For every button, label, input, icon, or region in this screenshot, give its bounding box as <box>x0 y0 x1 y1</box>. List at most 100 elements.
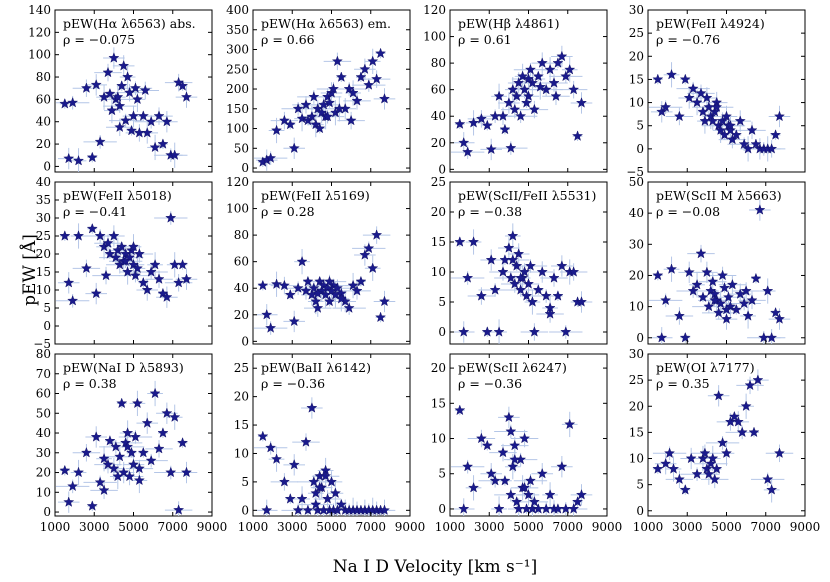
data-point <box>750 272 762 284</box>
data-point <box>499 123 511 135</box>
data-point <box>110 251 122 263</box>
data-point <box>726 279 738 290</box>
y-tick-label: 350 <box>226 23 249 37</box>
data-point <box>63 496 75 507</box>
y-tick-label: 0 <box>636 331 644 345</box>
data-point <box>116 241 128 252</box>
data-point <box>157 138 169 149</box>
data-point <box>481 439 493 451</box>
y-tick-label: 10 <box>629 452 644 466</box>
y-tick-label: 120 <box>28 25 51 39</box>
y-tick-label: 100 <box>423 30 446 44</box>
data-point <box>114 100 126 111</box>
y-axis-label: pEW [Å] <box>19 234 40 306</box>
data-point <box>169 149 181 160</box>
data-point <box>519 266 531 277</box>
y-tick-label: 0 <box>43 319 51 333</box>
data-point <box>703 300 715 312</box>
x-axis-label: Na I D Velocity [km s⁻¹] <box>333 557 537 577</box>
data-point <box>717 115 729 126</box>
y-tick-label: 400 <box>226 3 249 17</box>
data-point <box>695 247 707 259</box>
data-point <box>292 103 304 114</box>
data-point <box>114 450 126 462</box>
data-point <box>110 441 122 452</box>
data-point <box>302 275 314 287</box>
data-point <box>306 402 318 413</box>
data-point <box>177 80 189 91</box>
panel-frame <box>647 353 806 517</box>
data-point <box>766 484 778 495</box>
data-point <box>511 260 523 271</box>
data-point <box>378 504 390 515</box>
data-point <box>701 463 713 474</box>
y-tick-label: 10 <box>431 265 446 279</box>
data-point <box>292 504 304 515</box>
data-point <box>308 91 320 102</box>
data-point <box>773 447 785 458</box>
panel-title: pEW(ScII λ6247) <box>458 360 567 375</box>
panel: 0 5 10 15 20 25 30 1000 3000 5000 7000 9000 pEW(OI λ… <box>629 347 821 534</box>
x-tick-label: 7000 <box>157 520 188 534</box>
data-point <box>265 152 277 163</box>
data-point <box>278 114 290 126</box>
data-point <box>687 285 699 296</box>
data-point <box>721 303 732 315</box>
y-tick-label: 10 <box>431 432 446 446</box>
panel: 0 50 100 150 200 250 300 350 400 pEW(Hα λ6563) em… <box>226 3 411 175</box>
data-point <box>180 466 192 478</box>
data-point <box>540 290 552 301</box>
data-point <box>335 71 347 82</box>
data-point <box>335 293 347 304</box>
data-point <box>300 285 312 296</box>
data-point <box>511 496 523 507</box>
x-tick-label: 9000 <box>592 520 623 534</box>
data-point <box>505 425 517 437</box>
data-point <box>519 83 531 95</box>
data-point <box>302 504 314 515</box>
panel: −5 0 5 10 15 20 25 30 pEW(FeII λ4924)ρ = −0.76 <box>626 3 806 179</box>
y-tick-label: 120 <box>226 175 249 189</box>
data-point <box>572 496 584 507</box>
y-tick-label: 10 <box>36 283 51 297</box>
data-point <box>102 458 114 470</box>
data-point <box>126 447 138 458</box>
data-point <box>519 482 531 493</box>
y-tick-label: 15 <box>629 425 644 439</box>
data-point <box>736 426 748 438</box>
data-point <box>499 475 511 486</box>
panel-title: pEW(ScII M λ5663) <box>656 188 782 203</box>
data-point <box>116 80 128 91</box>
data-point <box>679 332 691 343</box>
data-point <box>717 269 729 281</box>
data-point <box>738 138 750 149</box>
y-tick-label: 5 <box>636 119 644 133</box>
data-point <box>116 397 128 409</box>
data-point <box>524 475 536 486</box>
data-point <box>359 249 371 260</box>
y-tick-label: 20 <box>629 268 644 282</box>
panel-frame <box>647 9 806 173</box>
data-point <box>748 426 760 438</box>
data-point <box>705 110 717 122</box>
panel-title: pEW(BaII λ6142) <box>261 360 371 375</box>
data-point <box>326 476 337 487</box>
y-tick-label: 150 <box>226 102 249 116</box>
y-tick-label: 35 <box>36 193 51 207</box>
data-point <box>734 115 746 126</box>
data-point <box>673 110 685 122</box>
y-tick-label: 60 <box>234 255 249 269</box>
data-point <box>271 124 283 136</box>
data-point <box>86 151 98 163</box>
y-tick-label: 5 <box>43 301 51 315</box>
data-point <box>153 443 165 454</box>
data-point <box>161 407 173 418</box>
data-point <box>515 272 527 283</box>
data-point <box>149 141 161 153</box>
data-point <box>507 230 519 241</box>
x-tick-label: 7000 <box>552 520 583 534</box>
data-point <box>118 60 130 71</box>
data-point <box>724 119 736 131</box>
x-tick-label: 3000 <box>672 520 703 534</box>
panel-title: pEW(FeII λ5018) <box>63 188 172 203</box>
